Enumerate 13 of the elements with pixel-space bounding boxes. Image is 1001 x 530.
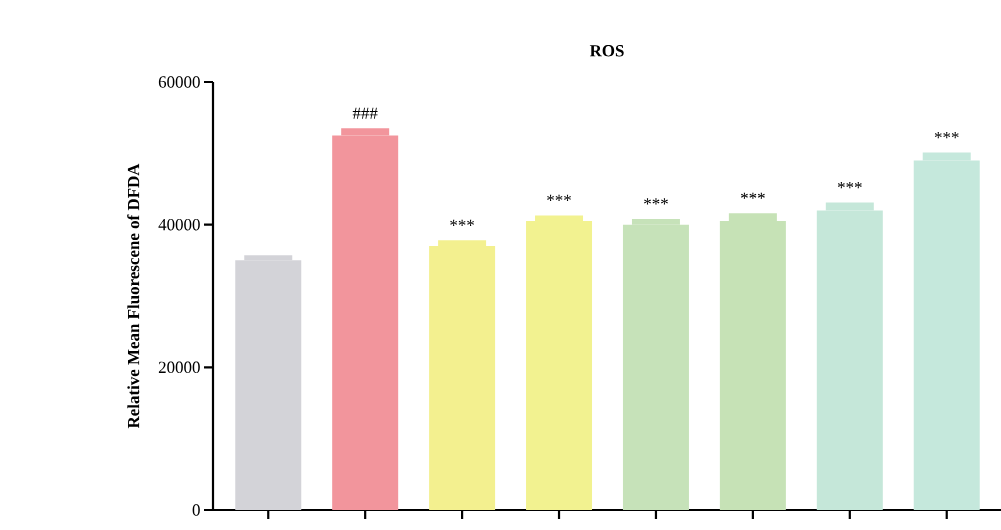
y-axis-title: Relative Mean Fluorescene of DFDA (127, 163, 140, 429)
annotation: *** (644, 198, 668, 205)
annotation: *** (934, 132, 959, 139)
y-tick-label: 20000 (158, 361, 200, 374)
annotation: *** (741, 192, 765, 199)
chart-title: ROS (589, 45, 624, 57)
annotation: *** (547, 194, 571, 201)
y-tick-label: 40000 (158, 218, 200, 231)
y-tick-label: 0 (192, 504, 200, 516)
annotation: *** (837, 181, 862, 189)
y-tick-label: 60000 (158, 76, 200, 88)
annotation: ### (352, 107, 378, 119)
annotation: *** (450, 219, 474, 226)
